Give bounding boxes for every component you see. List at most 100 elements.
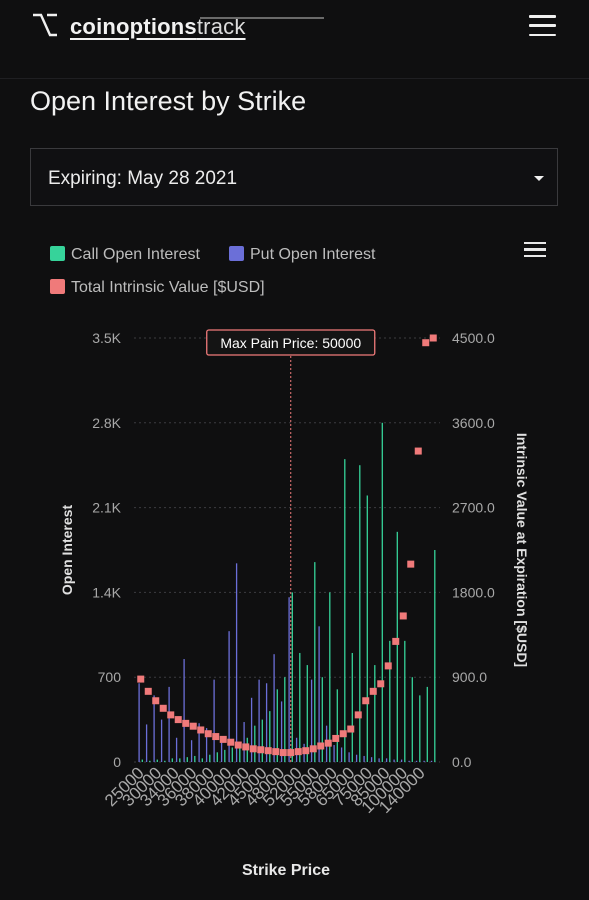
call-open-interest-bar	[149, 760, 151, 762]
intrinsic-value-point	[369, 687, 377, 695]
put-open-interest-bar	[370, 757, 373, 762]
intrinsic-value-point	[399, 612, 407, 620]
put-open-interest-bar	[205, 728, 208, 762]
expiry-select-label: Expiring: May 28 2021	[48, 168, 238, 189]
call-open-interest-bar	[156, 759, 158, 762]
x-axis-label: Strike Price	[242, 862, 330, 879]
call-open-interest-bar	[411, 677, 413, 762]
put-open-interest-bar	[318, 626, 320, 762]
call-open-interest-bar	[216, 752, 218, 762]
put-open-interest-bar	[183, 659, 185, 762]
intrinsic-value-point	[362, 697, 370, 705]
intrinsic-value-point	[242, 743, 250, 751]
call-open-interest-bar	[261, 719, 263, 762]
put-open-interest-bar	[250, 697, 253, 762]
call-open-interest-bar	[201, 758, 203, 762]
call-open-interest-bar	[299, 652, 301, 762]
call-open-interest-bar	[434, 550, 436, 762]
max-pain-label: Max Pain Price: 50000	[220, 335, 361, 351]
put-open-interest-bar	[190, 740, 193, 762]
intrinsic-value-point	[354, 711, 362, 719]
page-title: Open Interest by Strike	[30, 86, 307, 116]
option-symbol-icon[interactable]	[32, 12, 58, 38]
y-left-tick-label: 1.4K	[92, 584, 121, 600]
intrinsic-value-point	[137, 675, 145, 683]
call-open-interest-bar	[359, 465, 361, 762]
intrinsic-value-point	[219, 735, 227, 743]
legend-swatch-put	[229, 246, 244, 261]
header-progress-line	[200, 17, 324, 19]
open-interest-chart: 0 700 1.4K 2.1K 2.8K 3.5K 0.0 900.0 1800.0 2700.0…	[59, 329, 530, 879]
intrinsic-value-point	[407, 560, 415, 568]
put-open-interest-bar	[385, 758, 388, 762]
call-open-interest-bar	[366, 495, 368, 762]
put-open-interest-bar	[340, 747, 343, 762]
intrinsic-value-point	[302, 747, 310, 755]
put-open-interest-bar	[220, 741, 223, 762]
brand-name-bold: coinoptions	[70, 14, 197, 39]
expiry-date-select[interactable]: Expiring: May 28 2021	[30, 148, 558, 206]
call-open-interest-bar	[179, 758, 181, 762]
intrinsic-value-point	[174, 716, 182, 724]
put-open-interest-bar	[333, 745, 335, 762]
intrinsic-value-point	[257, 746, 265, 754]
intrinsic-value-point	[294, 748, 302, 756]
put-open-interest-bar	[400, 759, 403, 762]
call-open-interest-bar	[314, 562, 316, 762]
legend-label-put: Put Open Interest	[250, 246, 376, 263]
put-open-interest-bar	[310, 679, 313, 762]
call-open-interest-bar	[284, 677, 286, 762]
legend-put-open-interest[interactable]: Put Open Interest	[229, 246, 375, 264]
chart-menu-icon[interactable]	[524, 242, 546, 258]
y-axis-right-label: Intrinsic Value at Expiration [$USD]	[514, 433, 530, 667]
y-axis-left-label: Open Interest	[59, 505, 75, 596]
call-open-interest-bar	[186, 757, 188, 762]
call-open-interest-bar	[291, 592, 293, 762]
put-open-interest-bar	[228, 631, 230, 762]
intrinsic-value-point	[249, 745, 257, 753]
legend-swatch-intrinsic	[50, 279, 65, 294]
intrinsic-value-point	[264, 747, 272, 755]
intrinsic-value-point	[392, 637, 400, 645]
y-left-tick-label: 2.1K	[92, 500, 121, 516]
intrinsic-value-point	[144, 687, 152, 695]
call-open-interest-bar	[239, 745, 241, 762]
call-open-interest-bar	[381, 422, 383, 762]
y-right-tick-label: 1800.0	[452, 584, 495, 600]
intrinsic-value-point	[234, 741, 242, 749]
legend-label-intrinsic: Total Intrinsic Value [$USD]	[71, 279, 265, 296]
put-open-interest-bar	[153, 695, 155, 762]
call-open-interest-bar	[254, 725, 256, 762]
intrinsic-value-point	[309, 745, 317, 753]
call-open-interest-bar	[306, 665, 308, 762]
intrinsic-value-point	[272, 748, 280, 756]
put-open-interest-bar	[408, 760, 410, 762]
hamburger-menu-icon[interactable]	[529, 15, 556, 37]
put-open-interest-bar	[348, 752, 350, 762]
call-open-interest-bar	[141, 759, 143, 762]
put-open-interest-bar	[175, 737, 178, 762]
call-open-interest-bar	[276, 689, 278, 762]
call-open-interest-bar	[419, 695, 421, 762]
intrinsic-value-point	[182, 719, 190, 727]
call-open-interest-bar	[164, 760, 166, 762]
y-right-tick-label: 2700.0	[452, 500, 495, 516]
y-right-tick-label: 3600.0	[452, 415, 495, 431]
call-open-interest-bar	[396, 531, 398, 762]
put-open-interest-bar	[363, 755, 365, 762]
call-open-interest-bar	[224, 749, 226, 762]
put-open-interest-bar	[280, 701, 283, 762]
call-open-interest-bar	[329, 592, 331, 762]
call-open-interest-bar	[336, 689, 338, 762]
put-open-interest-bar	[168, 686, 170, 762]
intrinsic-value-point	[324, 739, 332, 747]
intrinsic-value-point	[422, 339, 430, 347]
legend-call-open-interest[interactable]: Call Open Interest	[50, 246, 200, 264]
max-pain-label-box	[206, 329, 376, 356]
intrinsic-value-point	[279, 749, 287, 757]
legend-total-intrinsic-value[interactable]: Total Intrinsic Value [$USD]	[50, 279, 265, 297]
put-open-interest-bar	[198, 723, 200, 762]
put-open-interest-bar	[288, 597, 290, 762]
y-left-tick-label: 0	[113, 754, 121, 770]
put-open-interest-bar	[145, 724, 148, 762]
